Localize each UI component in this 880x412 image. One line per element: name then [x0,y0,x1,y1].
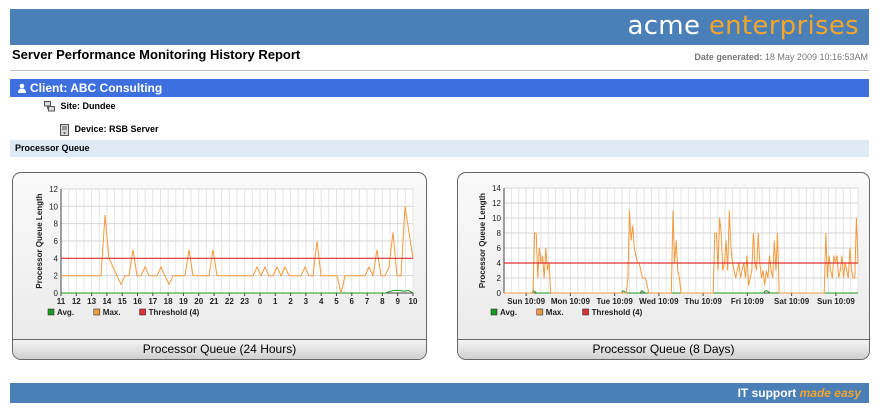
legend-swatch-max [536,308,544,316]
brand-name-part2: enterprises [708,11,859,41]
x-tick-label: 1 [273,297,278,306]
x-tick-label: 10 [409,297,418,306]
series-line-max [504,210,859,294]
chart-panel-24h: 0 2 4 6 8 10 12 11 12 13 14 15 16 17 18 19 20 21 22 23 0 1 2 3 4… [12,172,427,360]
x-tick-label: 18 [164,297,173,306]
legend-swatch-avg [47,308,55,316]
x-tick-label: 15 [118,297,127,306]
x-tick-label: 8 [380,297,385,306]
y-tick-label: 0 [497,289,502,298]
divider [10,70,869,71]
series-line-avg [61,289,414,294]
x-tick-label: 0 [258,297,263,306]
x-tick-label: 23 [240,297,249,306]
y-tick-label: 0 [54,289,59,298]
y-tick-label: 6 [54,237,59,246]
x-tick-label: 6 [350,297,355,306]
series-line-max [61,206,414,294]
y-axis-label: Processor Queue Length [35,193,44,288]
legend-swatch-avg [490,308,498,316]
network-icon [44,101,55,112]
chart-panel-8d: 0 2 4 6 8 10 12 14 Sun 10:09 Mon 10:09 Tue 10:09 We… [457,172,870,360]
x-tick-label: 4 [319,297,324,306]
x-tick-label: 17 [148,297,157,306]
x-tick-label: 5 [334,297,339,306]
client-bar: Client: ABC Consulting [10,79,869,97]
x-tick-label: Tue 10:09 [596,297,633,306]
x-tick-label: 14 [102,297,111,306]
x-tick-label: 22 [225,297,234,306]
x-tick-label: Thu 10:09 [684,297,722,306]
legend-label-max: Max. [546,308,564,317]
tagline: IT support made easy [738,383,861,403]
legend-label-threshold-4: Threshold (4) [592,308,643,317]
x-tick-label: 20 [194,297,203,306]
brand-logo: acme enterprises [627,9,859,43]
legend-label-avg: Avg. [57,308,74,317]
footer-bar: IT support made easy [10,383,869,403]
y-tick-label: 2 [54,272,59,281]
site-row: Site: Dundee [44,100,116,112]
x-tick-label: 3 [304,297,309,306]
legend-label-threshold-4: Threshold (4) [149,308,200,317]
x-tick-label: 12 [72,297,81,306]
date-label: Date generated: [694,52,763,62]
y-tick-label: 6 [497,244,502,253]
tagline-part1: IT support [737,386,797,400]
x-tick-label: 7 [365,297,370,306]
x-tick-label: 19 [179,297,188,306]
legend-label-max: Max. [103,308,121,317]
date-value: 18 May 2009 10:16:53AM [764,52,868,62]
y-tick-label: 10 [49,202,58,211]
x-tick-label: Fri 10:09 [731,297,764,306]
y-tick-label: 10 [492,214,501,223]
device-label: Device: RSB Server [74,124,159,134]
legend-swatch-threshold-4 [139,308,146,316]
chart-caption-24h: Processor Queue (24 Hours) [13,339,426,359]
y-axis-label: Processor Queue Length [478,193,487,288]
x-tick-label: 11 [57,297,66,306]
legend-swatch-max [93,308,101,316]
x-tick-label: 21 [210,297,219,306]
x-tick-label: 9 [395,297,400,306]
x-tick-label: Mon 10:09 [551,297,591,306]
x-tick-label: Sun 10:09 [817,297,855,306]
legend-label-avg: Avg. [500,308,517,317]
date-generated: Date generated: 18 May 2009 10:16:53AM [694,52,868,62]
x-tick-label: 16 [133,297,142,306]
y-tick-label: 2 [497,274,502,283]
y-tick-label: 12 [492,199,501,208]
x-tick-label: Sat 10:09 [774,297,810,306]
chart-caption-8d: Processor Queue (8 Days) [458,339,869,359]
y-tick-label: 4 [497,259,502,268]
y-tick-label: 8 [497,229,502,238]
x-tick-label: Wed 10:09 [639,297,679,306]
brand-name-part1: acme [627,11,701,41]
client-label: Client: ABC Consulting [30,81,163,95]
user-icon [18,83,26,93]
legend-swatch-threshold-4 [582,308,589,316]
tagline-part2: made easy [799,386,861,400]
y-tick-label: 12 [49,185,58,194]
site-label: Site: Dundee [60,101,116,111]
chart-8d: 0 2 4 6 8 10 12 14 Sun 10:09 Mon 10:09 Tue 10:09 We… [478,184,859,317]
header-bar: acme enterprises [10,9,869,45]
x-tick-label: Sun 10:09 [507,297,545,306]
server-icon [60,123,69,136]
section-header: Processor Queue [10,140,869,157]
page-title: Server Performance Monitoring History Re… [12,47,301,62]
x-tick-label: 2 [288,297,293,306]
x-tick-label: 13 [87,297,96,306]
device-row: Device: RSB Server [60,123,159,136]
y-tick-label: 4 [54,254,59,263]
y-tick-label: 8 [54,220,59,229]
y-tick-label: 14 [492,184,501,193]
